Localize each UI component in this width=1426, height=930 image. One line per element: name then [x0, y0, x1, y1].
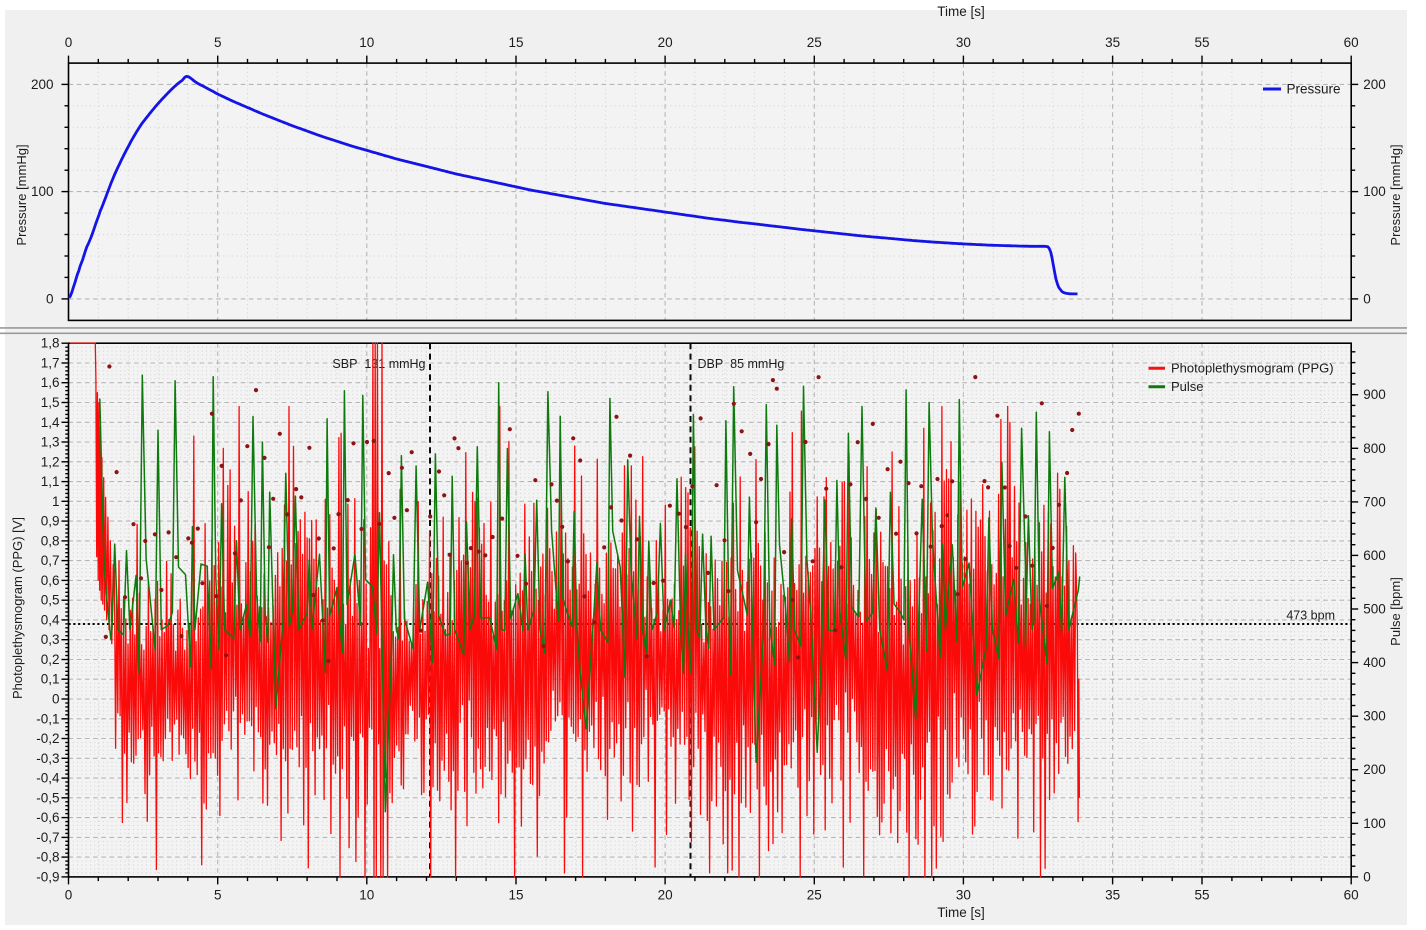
svg-text:DBP 85 mmHg: DBP 85 mmHg — [698, 357, 785, 371]
svg-text:1,4: 1,4 — [41, 415, 60, 430]
svg-text:800: 800 — [1363, 441, 1386, 456]
svg-text:Pressure [mmHg]: Pressure [mmHg] — [14, 144, 29, 245]
svg-text:0,1: 0,1 — [41, 672, 60, 687]
svg-text:-0,7: -0,7 — [36, 830, 59, 845]
svg-text:10: 10 — [359, 888, 374, 903]
svg-text:100: 100 — [1363, 816, 1386, 831]
svg-text:35: 35 — [1105, 35, 1120, 50]
svg-text:30: 30 — [956, 888, 971, 903]
svg-text:Pressure [mmHg]: Pressure [mmHg] — [1388, 144, 1403, 245]
svg-text:0,2: 0,2 — [41, 652, 60, 667]
svg-text:30: 30 — [956, 35, 971, 50]
svg-text:10: 10 — [359, 35, 374, 50]
svg-text:0,3: 0,3 — [41, 632, 60, 647]
svg-text:-0,6: -0,6 — [36, 810, 59, 825]
svg-text:900: 900 — [1363, 387, 1386, 402]
svg-text:500: 500 — [1363, 602, 1386, 617]
svg-text:35: 35 — [1105, 888, 1120, 903]
svg-text:1,3: 1,3 — [41, 435, 60, 450]
svg-text:15: 15 — [508, 35, 523, 50]
svg-text:Pulse [bpm]: Pulse [bpm] — [1388, 577, 1403, 646]
svg-text:55: 55 — [1194, 35, 1209, 50]
svg-text:0,9: 0,9 — [41, 514, 60, 529]
svg-text:300: 300 — [1363, 709, 1386, 724]
svg-text:Photoplethysmogram (PPG): Photoplethysmogram (PPG) — [1171, 361, 1334, 376]
svg-text:0,4: 0,4 — [41, 612, 60, 627]
svg-text:200: 200 — [31, 77, 54, 92]
svg-text:Pressure: Pressure — [1287, 82, 1341, 97]
svg-text:0: 0 — [46, 291, 54, 306]
svg-text:0: 0 — [52, 692, 60, 707]
svg-text:-0,9: -0,9 — [36, 869, 59, 884]
svg-text:1,7: 1,7 — [41, 356, 60, 371]
svg-text:-0,3: -0,3 — [36, 751, 59, 766]
svg-text:600: 600 — [1363, 548, 1386, 563]
svg-text:60: 60 — [1344, 888, 1359, 903]
svg-text:400: 400 — [1363, 655, 1386, 670]
svg-text:-0,2: -0,2 — [36, 731, 59, 746]
svg-text:100: 100 — [1363, 184, 1386, 199]
svg-text:5: 5 — [214, 35, 222, 50]
svg-text:0: 0 — [65, 888, 73, 903]
svg-text:5: 5 — [214, 888, 222, 903]
svg-text:20: 20 — [658, 35, 673, 50]
svg-text:20: 20 — [658, 888, 673, 903]
svg-text:0,5: 0,5 — [41, 593, 60, 608]
svg-text:25: 25 — [807, 35, 822, 50]
svg-text:0: 0 — [65, 35, 73, 50]
svg-text:0: 0 — [1363, 869, 1371, 884]
svg-text:-0,4: -0,4 — [36, 771, 60, 786]
svg-text:473 bpm: 473 bpm — [1286, 609, 1335, 623]
svg-text:1,2: 1,2 — [41, 454, 60, 469]
svg-text:60: 60 — [1344, 35, 1359, 50]
svg-text:200: 200 — [1363, 77, 1386, 92]
svg-text:200: 200 — [1363, 762, 1386, 777]
svg-text:1,8: 1,8 — [41, 336, 60, 351]
svg-text:-0,8: -0,8 — [36, 850, 59, 865]
svg-text:0,7: 0,7 — [41, 553, 60, 568]
svg-text:Pulse: Pulse — [1171, 379, 1204, 394]
svg-text:0: 0 — [1363, 291, 1371, 306]
svg-text:Photoplethysmogram (PPG) [V]: Photoplethysmogram (PPG) [V] — [10, 517, 25, 699]
svg-text:1,5: 1,5 — [41, 395, 60, 410]
svg-text:1: 1 — [52, 494, 60, 509]
svg-text:SBP 131 mmHg: SBP 131 mmHg — [332, 357, 425, 371]
svg-text:15: 15 — [508, 888, 523, 903]
svg-text:1,1: 1,1 — [41, 474, 60, 489]
svg-text:-0,1: -0,1 — [36, 711, 59, 726]
svg-text:0,6: 0,6 — [41, 573, 60, 588]
svg-text:-0,5: -0,5 — [36, 790, 59, 805]
svg-text:1,6: 1,6 — [41, 375, 60, 390]
svg-text:25: 25 — [807, 888, 822, 903]
svg-text:100: 100 — [31, 184, 54, 199]
svg-text:700: 700 — [1363, 494, 1386, 509]
svg-text:Time [s]: Time [s] — [937, 4, 985, 19]
svg-text:0,8: 0,8 — [41, 533, 60, 548]
svg-text:55: 55 — [1194, 888, 1209, 903]
svg-text:Time [s]: Time [s] — [937, 905, 985, 920]
